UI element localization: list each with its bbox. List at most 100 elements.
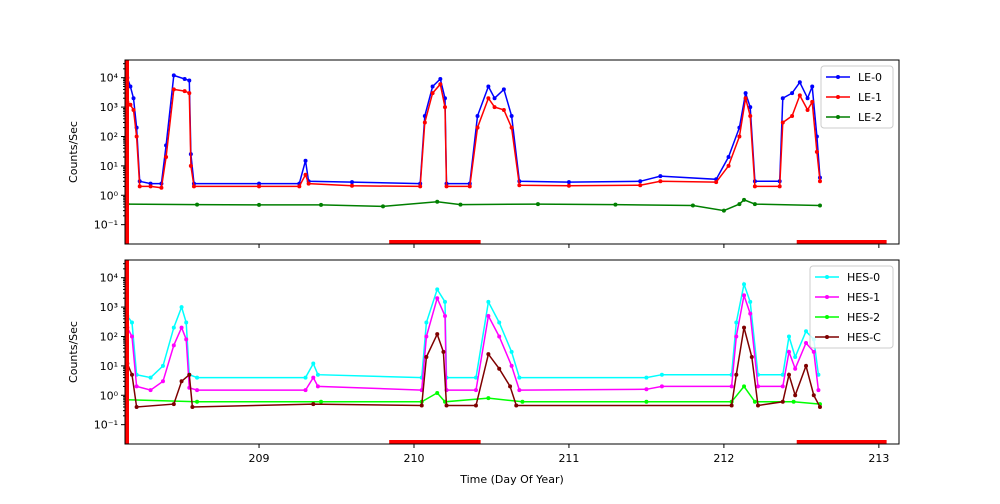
data-point-LE-0 — [475, 113, 480, 118]
data-point-HES-0 — [497, 320, 502, 325]
data-point-HES-1 — [184, 337, 189, 342]
data-point-HES-2 — [435, 390, 440, 395]
data-point-LE-1 — [303, 172, 308, 177]
data-point-HES-0 — [793, 355, 798, 360]
data-point-LE-1 — [486, 96, 491, 101]
data-point-LE-1 — [737, 134, 742, 139]
data-point-HES-1 — [315, 384, 320, 389]
x-tick-label: 209 — [249, 452, 270, 465]
y-axis-label: Counts/Sec — [67, 321, 80, 383]
y-tick-label: 10⁴ — [100, 72, 119, 85]
data-point-LE-1 — [638, 183, 643, 188]
data-point-LE-1 — [810, 99, 815, 104]
y-tick-label: 10² — [100, 130, 118, 143]
data-point-HES-C — [817, 404, 822, 409]
data-point-HES-0 — [171, 325, 176, 330]
data-point-LE-2 — [381, 204, 385, 209]
data-point-LE-0 — [131, 96, 136, 101]
data-point-LE-0 — [509, 113, 514, 118]
data-point-HES-0 — [517, 375, 522, 380]
data-point-HES-1 — [129, 334, 134, 339]
data-point-LE-0 — [810, 84, 815, 89]
plot-panel-0: 10⁻¹10⁰10¹10²10³10⁴Counts/SecLE-0LE-1LE-… — [67, 59, 900, 248]
data-point-LE-0 — [492, 96, 497, 101]
data-point-LE-0 — [726, 155, 731, 160]
data-point-LE-1 — [517, 183, 522, 188]
plot-panel-1: 209 210 211 212 213 10⁻¹ 10⁰ 10¹ 10² 10³ 10⁴ Counts… — [67, 259, 900, 486]
data-point-HES-C — [134, 404, 139, 409]
data-point-LE-0 — [658, 174, 663, 179]
legend: HES-0 HES-1 HES-2 HES-C — [809, 265, 894, 349]
data-point-HES-0 — [486, 299, 491, 304]
data-point-LE-2 — [435, 199, 440, 204]
data-point-LE-1 — [797, 93, 802, 98]
data-point-LE-0 — [438, 77, 443, 82]
red-interval-bar — [389, 240, 481, 244]
data-point-HES-C — [729, 403, 734, 408]
data-point-HES-2 — [752, 399, 757, 404]
data-point-LE-1 — [187, 91, 192, 96]
legend-marker-HES-2 — [825, 315, 829, 319]
data-point-LE-1 — [191, 184, 196, 189]
data-point-HES-1 — [729, 384, 734, 389]
data-point-HES-C — [187, 372, 192, 377]
legend-label-HES-2: HES-2 — [847, 311, 880, 324]
data-point-LE-0 — [182, 77, 187, 82]
data-point-HES-C — [190, 404, 195, 409]
y-axis-label: Counts/Sec — [67, 121, 80, 183]
data-point-HES-2 — [486, 396, 491, 401]
series-line-LE-1 — [126, 82, 821, 189]
y-tick-label: 10¹ — [100, 160, 118, 173]
data-point-LE-0 — [790, 91, 795, 96]
y-tick-label: 10³ — [100, 101, 118, 114]
data-point-HES-0 — [786, 334, 791, 339]
legend-label-LE-0: LE-0 — [858, 71, 882, 84]
data-point-HES-2 — [520, 399, 525, 404]
data-point-HES-1 — [424, 334, 429, 339]
data-point-LE-1 — [714, 180, 719, 185]
data-point-LE-1 — [743, 96, 748, 101]
data-point-LE-1 — [128, 102, 133, 107]
data-point-HES-0 — [435, 287, 440, 292]
data-point-LE-0 — [748, 105, 753, 110]
data-point-LE-1 — [748, 113, 753, 118]
data-point-LE-1 — [777, 184, 782, 189]
series-line-LE-0 — [126, 74, 821, 185]
data-point-LE-1 — [780, 120, 785, 125]
data-point-LE-1 — [658, 179, 663, 184]
data-point-HES-1 — [734, 334, 739, 339]
legend-label-HES-0: HES-0 — [847, 271, 880, 284]
series-line-HES-2 — [127, 385, 821, 405]
data-point-LE-1 — [257, 184, 262, 189]
data-point-HES-0 — [509, 349, 514, 354]
data-point-HES-2 — [319, 399, 324, 404]
legend-marker-LE-1 — [836, 95, 840, 99]
data-point-LE-1 — [134, 134, 139, 139]
data-point-LE-1 — [790, 113, 795, 118]
data-point-LE-2 — [690, 203, 695, 208]
y-tick-label: 10³ — [100, 301, 118, 314]
data-point-HES-1 — [497, 334, 502, 339]
axes-frame — [124, 59, 900, 245]
x-tick-label: 212 — [713, 452, 734, 465]
data-point-HES-C — [311, 402, 316, 407]
data-point-LE-1 — [492, 105, 497, 110]
data-point-HES-0 — [129, 320, 134, 325]
data-point-HES-1 — [303, 388, 308, 393]
data-point-LE-1 — [444, 184, 449, 189]
data-point-HES-0 — [311, 361, 316, 366]
data-point-LE-0 — [486, 84, 491, 89]
data-point-LE-1 — [817, 179, 822, 184]
data-point-HES-0 — [804, 329, 809, 334]
data-point-LE-0 — [187, 78, 192, 83]
red-interval-bar — [125, 60, 129, 244]
legend: LE-0 LE-1 LE-2 — [820, 65, 894, 129]
red-interval-bar — [125, 260, 129, 444]
legend-marker-HES-1 — [825, 295, 829, 299]
data-point-HES-1 — [179, 325, 184, 330]
data-point-LE-1 — [509, 125, 514, 130]
data-point-HES-1 — [659, 384, 664, 389]
legend-label-HES-C: HES-C — [847, 331, 881, 344]
data-point-HES-C — [749, 355, 754, 360]
